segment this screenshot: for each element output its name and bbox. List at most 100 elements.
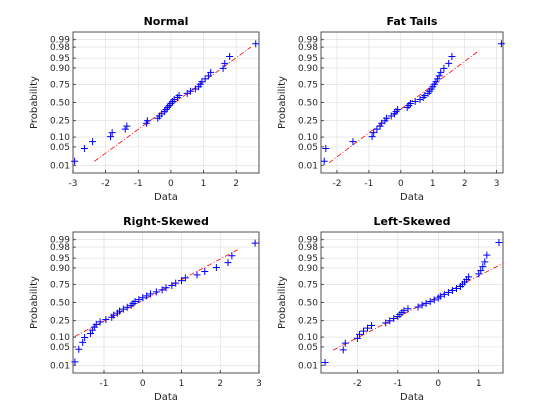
data-point-marker — [116, 307, 123, 315]
x-axis-label: Data — [400, 192, 424, 203]
chart-title: Fat Tails — [387, 15, 438, 28]
y-axis-label: Probability — [29, 276, 40, 329]
y-tick-label: 0.98 — [50, 43, 70, 53]
data-point-marker — [108, 129, 116, 137]
y-tick-label: 0.10 — [298, 333, 318, 343]
data-point-marker — [359, 327, 367, 335]
x-tick-label: 2 — [462, 179, 468, 189]
data-point-marker — [448, 53, 456, 61]
data-point-marker — [444, 288, 452, 296]
y-tick-label: 0.98 — [298, 43, 318, 53]
data-point-marker — [252, 40, 260, 48]
y-tick-label: 0.98 — [50, 243, 70, 253]
y-tick-label: 0.75 — [50, 280, 70, 290]
data-point-marker — [119, 305, 127, 313]
x-tick-label: 1 — [430, 179, 436, 189]
data-point-marker — [107, 133, 115, 141]
data-point-marker — [226, 53, 234, 61]
data-point-marker — [162, 284, 170, 292]
x-tick-label: 0 — [435, 379, 441, 389]
data-point-marker — [121, 125, 129, 133]
data-point-marker — [143, 292, 151, 300]
data-point-marker — [436, 292, 444, 300]
data-point-marker — [110, 311, 118, 319]
x-tick-label: 2 — [233, 179, 239, 189]
data-point-marker — [228, 252, 236, 260]
data-point-marker — [251, 239, 259, 247]
data-point-marker — [158, 286, 166, 294]
data-point-marker — [201, 75, 209, 83]
data-point-marker — [102, 316, 110, 324]
y-tick-label: 0.98 — [298, 243, 318, 253]
data-point-marker — [135, 296, 143, 304]
x-tick-label: 0 — [398, 179, 404, 189]
x-tick-label: 1 — [179, 379, 185, 389]
data-point-marker — [341, 339, 349, 347]
data-point-marker — [483, 251, 491, 259]
data-point-marker — [465, 273, 473, 281]
y-tick-label: 0.50 — [298, 299, 318, 309]
data-point-marker — [355, 330, 363, 338]
data-point-marker — [81, 334, 89, 342]
data-point-marker — [201, 267, 209, 275]
data-point-marker — [370, 129, 378, 137]
data-point-marker — [123, 122, 131, 130]
y-tick-label: 0.75 — [50, 80, 70, 90]
y-tick-label: 0.99 — [298, 236, 318, 246]
data-point-marker — [71, 157, 79, 165]
y-axis-label: Probability — [29, 76, 40, 129]
y-tick-label: 0.90 — [50, 64, 70, 74]
y-tick-label: 0.95 — [50, 54, 70, 64]
chart-panel: -2 -1 0 10.010.050.100.250.500.750.900.950.… — [277, 215, 504, 403]
y-axis-label: Probability — [277, 276, 288, 329]
data-point-marker — [186, 87, 194, 95]
data-point-marker — [435, 72, 443, 80]
data-point-marker — [481, 258, 489, 266]
data-point-marker — [426, 298, 434, 306]
y-tick-label: 0.25 — [298, 117, 318, 127]
data-point-marker — [386, 317, 394, 325]
data-point-marker — [79, 338, 87, 346]
data-point-marker — [168, 281, 176, 289]
x-tick-label: 3 — [256, 379, 262, 389]
data-point-marker — [320, 157, 328, 165]
data-point-marker — [418, 301, 426, 309]
data-point-marker — [448, 287, 456, 295]
x-tick-label: 1 — [201, 179, 207, 189]
x-tick-label: 1 — [476, 379, 482, 389]
data-point-marker — [193, 271, 201, 279]
x-tick-label: 3 — [494, 179, 500, 189]
y-tick-label: 0.25 — [298, 317, 318, 327]
data-point-marker — [437, 68, 445, 76]
chart-title: Normal — [144, 15, 189, 28]
data-point-marker — [404, 305, 412, 313]
data-point-marker — [322, 144, 330, 152]
x-tick-label: -1 — [100, 379, 109, 389]
y-tick-label: 0.75 — [298, 280, 318, 290]
x-tick-label: -1 — [134, 179, 143, 189]
chart-title: Right-Skewed — [123, 215, 209, 228]
chart-panel: -2 -1 0 1 2 3 0.01 0.050.10 0.25 0.50 0.75 0.900.95… — [277, 15, 505, 203]
x-tick-label: -2 — [101, 179, 110, 189]
data-point-marker — [207, 68, 215, 76]
chart-title: Left-Skewed — [374, 215, 451, 228]
y-tick-label: 0.99 — [50, 36, 70, 46]
data-point-marker — [495, 239, 503, 247]
y-tick-label: 0.05 — [298, 343, 318, 353]
y-axis-label: Probability — [277, 76, 288, 129]
x-tick-label: -3 — [69, 179, 78, 189]
x-tick-label: -1 — [364, 179, 373, 189]
data-point-marker — [339, 346, 347, 354]
y-tick-label: 0.10 — [50, 133, 70, 143]
y-tick-label: 0.95 — [298, 254, 318, 264]
y-tick-label: 0.01 — [50, 361, 70, 371]
data-point-marker — [430, 296, 438, 304]
data-point-marker — [394, 106, 402, 114]
y-tick-label: 0.05 — [298, 143, 318, 153]
data-point-marker — [224, 259, 232, 267]
data-point-marker — [440, 290, 448, 298]
data-point-marker — [368, 321, 376, 329]
data-point-marker — [422, 299, 430, 307]
data-point-marker — [147, 290, 154, 298]
